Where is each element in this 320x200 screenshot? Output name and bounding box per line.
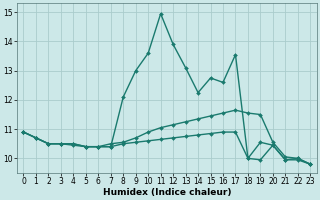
X-axis label: Humidex (Indice chaleur): Humidex (Indice chaleur) <box>103 188 231 197</box>
